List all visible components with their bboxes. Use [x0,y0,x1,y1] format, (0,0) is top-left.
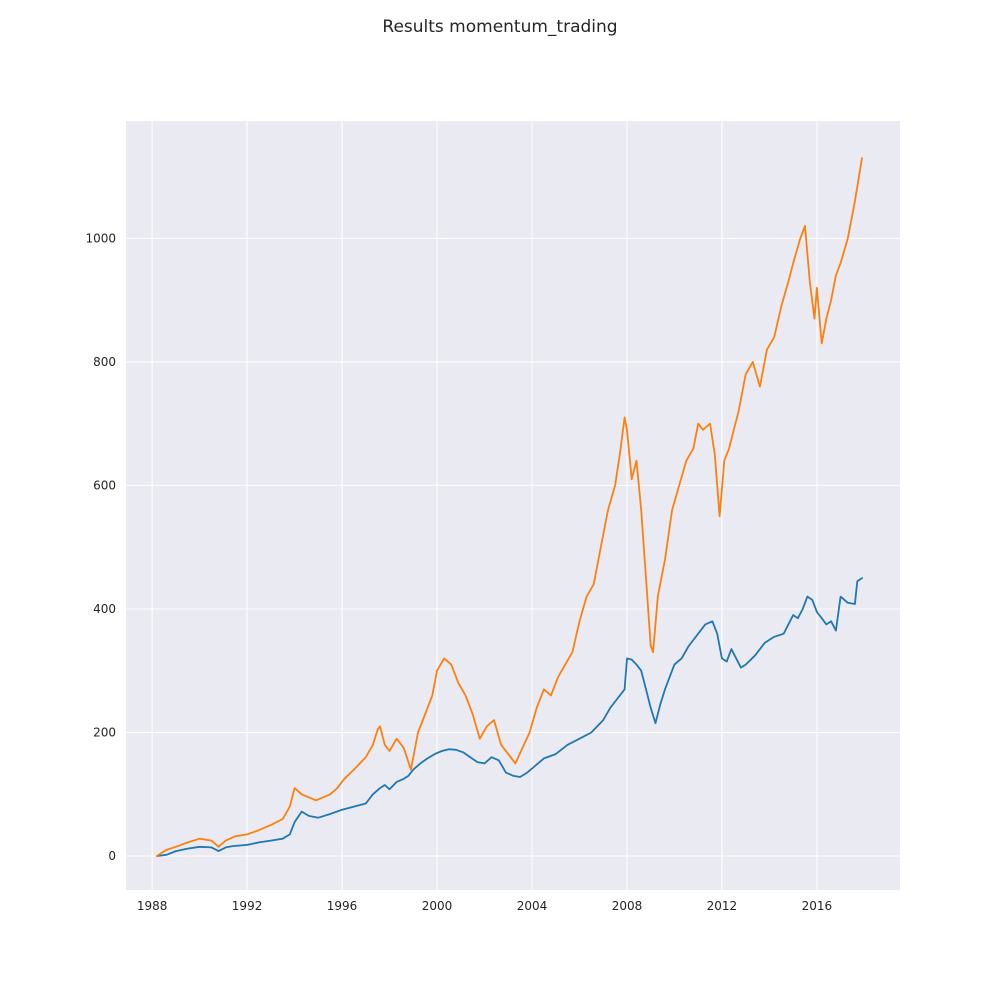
series-line-1 [155,577,863,857]
y-tick-label: 400 [93,602,116,616]
y-tick-label: 1000 [85,231,116,245]
y-axis-ticks: 0 200 400 600 800 1000 [85,231,116,863]
x-tick-label: 2012 [707,899,738,913]
y-tick-label: 800 [93,355,116,369]
chart-title: Results momentum_trading [382,17,618,37]
x-tick-label: 2016 [802,899,833,913]
x-tick-label: 2000 [422,899,453,913]
x-axis-ticks: 1988 1992 1996 2000 2004 2008 2012 2016 [137,899,832,913]
y-tick-label: 200 [93,725,116,739]
series-lines [155,157,863,857]
x-tick-label: 2008 [612,899,643,913]
x-tick-label: 1988 [137,899,168,913]
y-tick-label: 0 [108,849,116,863]
x-tick-label: 1992 [232,899,263,913]
grid-lines [126,121,900,890]
x-tick-label: 2004 [517,899,548,913]
x-tick-label: 1996 [327,899,358,913]
series-line-2 [155,157,863,857]
plot-area [126,121,900,890]
y-tick-label: 600 [93,478,116,492]
